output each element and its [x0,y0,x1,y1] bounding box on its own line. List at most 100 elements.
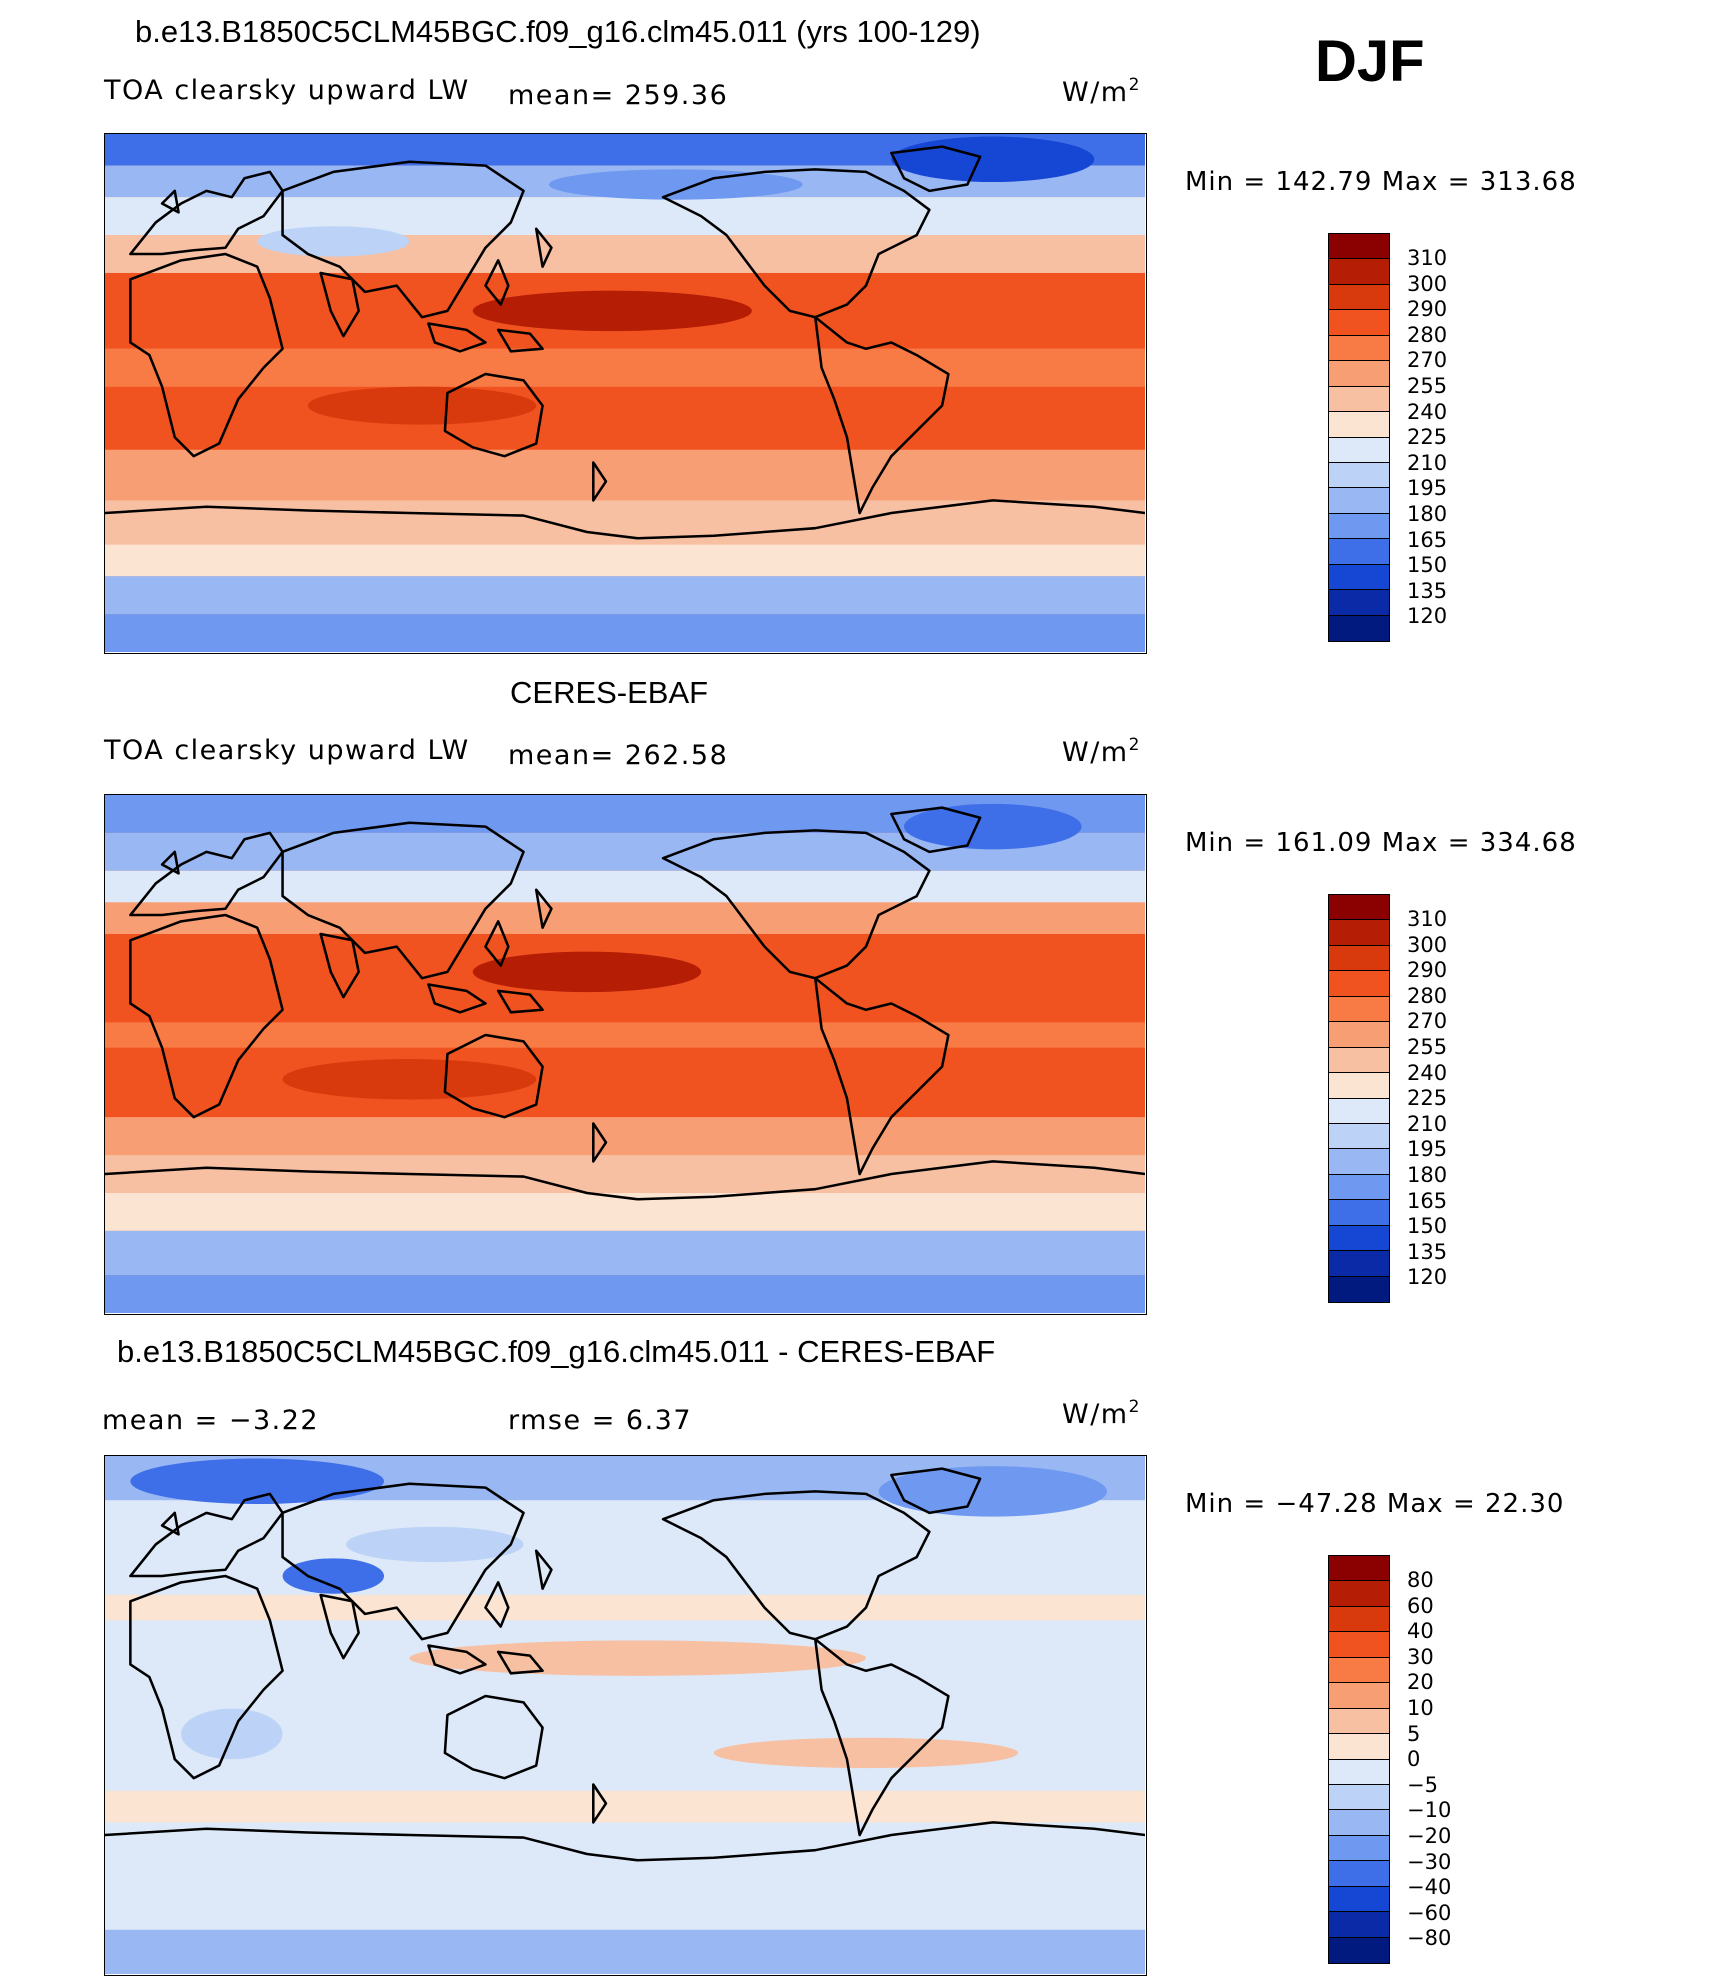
panel-3-rmse: rmse = 6.37 [508,1405,693,1436]
colorbar-tick-label: 300 [1407,932,1448,957]
colorbar-swatch [1329,1556,1389,1582]
panel-3-map-graphic [105,1456,1145,1974]
colorbar-tick-label: 150 [1407,1214,1448,1239]
colorbar-swatch [1329,1759,1389,1785]
panel-2-map [104,794,1147,1315]
colorbar-swatch [1329,234,1389,260]
colorbar-swatch [1329,590,1389,616]
panel-3-units: W/m2 [1062,1397,1140,1430]
colorbar-swatch [1329,259,1389,285]
colorbar-tick-label: −10 [1407,1798,1452,1823]
colorbar-swatch [1329,1073,1389,1099]
colorbar-tick-label: 165 [1407,1188,1448,1213]
colorbar-tick-label: 290 [1407,297,1448,322]
colorbar-tick-label: 240 [1407,399,1448,424]
colorbar-tick-label: 180 [1407,1162,1448,1187]
colorbar-tick-label: −60 [1407,1900,1452,1925]
colorbar-swatch [1329,1276,1389,1302]
colorbar-tick-label: −80 [1407,1926,1452,1951]
colorbar-tick-label: 280 [1407,983,1448,1008]
colorbar-tick-label: 225 [1407,1086,1448,1111]
panel-1-minmax: Min = 142.79 Max = 313.68 [1185,167,1577,197]
colorbar-swatch [1329,1734,1389,1760]
colorbar-tick-label: 290 [1407,958,1448,983]
colorbar-tick-label: 310 [1407,246,1448,270]
colorbar-swatch [1329,564,1389,591]
colorbar-swatch [1329,1174,1389,1201]
colorbar-swatch [1329,310,1389,336]
colorbar-swatch [1329,615,1389,641]
colorbar-swatch [1329,895,1389,921]
colorbar-swatch [1329,1123,1389,1150]
panel-3-minmax: Min = −47.28 Max = 22.30 [1185,1489,1565,1519]
colorbar-tick-label: −20 [1407,1823,1452,1848]
colorbar-swatch [1329,1149,1389,1175]
colorbar-swatch [1329,1200,1389,1226]
colorbar-swatch [1329,1047,1389,1074]
panel-2-title: CERES-EBAF [510,675,709,710]
colorbar-swatch [1329,945,1389,972]
panel-1-colorbar [1328,233,1390,642]
panel-1-units: W/m2 [1062,75,1140,108]
panel-2-units: W/m2 [1062,735,1140,768]
colorbar-tick-label: 20 [1407,1670,1434,1695]
colorbar-swatch [1329,1225,1389,1252]
panel-2-map-graphic [105,795,1145,1313]
colorbar-swatch [1329,284,1389,311]
colorbar-tick-label: 120 [1407,604,1448,629]
colorbar-swatch [1329,996,1389,1023]
colorbar-tick-label: 5 [1407,1721,1421,1746]
colorbar-tick-label: 120 [1407,1265,1448,1290]
colorbar-tick-label: −5 [1407,1772,1438,1797]
colorbar-tick-label: 135 [1407,578,1448,603]
colorbar-swatch [1329,488,1389,514]
colorbar-tick-label: 270 [1407,348,1448,373]
panel-1-mean: mean= 259.36 [508,80,729,111]
colorbar-swatch [1329,1581,1389,1607]
panel-1-map-graphic [105,134,1145,652]
panel-3-title: b.e13.B1850C5CLM45BGC.f09_g16.clm45.011 … [117,1334,996,1369]
colorbar-swatch [1329,971,1389,997]
colorbar-tick-label: 60 [1407,1593,1434,1618]
panel-3-map [104,1455,1147,1976]
season-label: DJF [1315,29,1425,94]
colorbar-swatch [1329,1251,1389,1277]
colorbar-swatch [1329,361,1389,387]
colorbar-swatch [1329,1022,1389,1048]
colorbar-tick-label: 270 [1407,1009,1448,1034]
colorbar-swatch [1329,1632,1389,1658]
panel-1-colorbar-labels: 310 300 290 280 270 255 240 225 210 195 180 165 150 1… [1407,246,1447,630]
colorbar-swatch [1329,1886,1389,1913]
colorbar-swatch [1329,386,1389,413]
colorbar-tick-label: 240 [1407,1060,1448,1085]
colorbar-swatch [1329,1861,1389,1887]
colorbar-swatch [1329,1606,1389,1633]
colorbar-tick-label: 300 [1407,271,1448,296]
colorbar-swatch [1329,920,1389,946]
colorbar-tick-label: 30 [1407,1644,1434,1669]
colorbar-tick-label: 280 [1407,322,1448,347]
colorbar-tick-label: −30 [1407,1849,1452,1874]
colorbar-tick-label: 210 [1407,1111,1448,1136]
colorbar-tick-label: 135 [1407,1239,1448,1264]
panel-1-variable: TOA clearsky upward LW [104,75,470,106]
colorbar-tick-label: 255 [1407,1034,1448,1059]
colorbar-tick-label: 195 [1407,476,1448,501]
panel-2-colorbar [1328,894,1390,1303]
panel-1-map [104,133,1147,654]
colorbar-tick-label: 165 [1407,527,1448,552]
colorbar-tick-label: −40 [1407,1875,1452,1900]
panel-2-minmax: Min = 161.09 Max = 334.68 [1185,828,1577,858]
panel-2-variable: TOA clearsky upward LW [104,735,470,766]
colorbar-tick-label: 180 [1407,501,1448,526]
colorbar-swatch [1329,412,1389,438]
colorbar-swatch [1329,513,1389,540]
colorbar-tick-label: 210 [1407,450,1448,475]
colorbar-swatch [1329,539,1389,565]
colorbar-swatch [1329,1657,1389,1684]
colorbar-swatch [1329,1784,1389,1811]
panel-2-colorbar-labels: 310 300 290 280 270 255 240 225 210 195 180 165 150 1… [1407,907,1447,1291]
colorbar-swatch [1329,1098,1389,1124]
colorbar-swatch [1329,1810,1389,1836]
panel-1-title: b.e13.B1850C5CLM45BGC.f09_g16.clm45.011 … [135,14,981,49]
